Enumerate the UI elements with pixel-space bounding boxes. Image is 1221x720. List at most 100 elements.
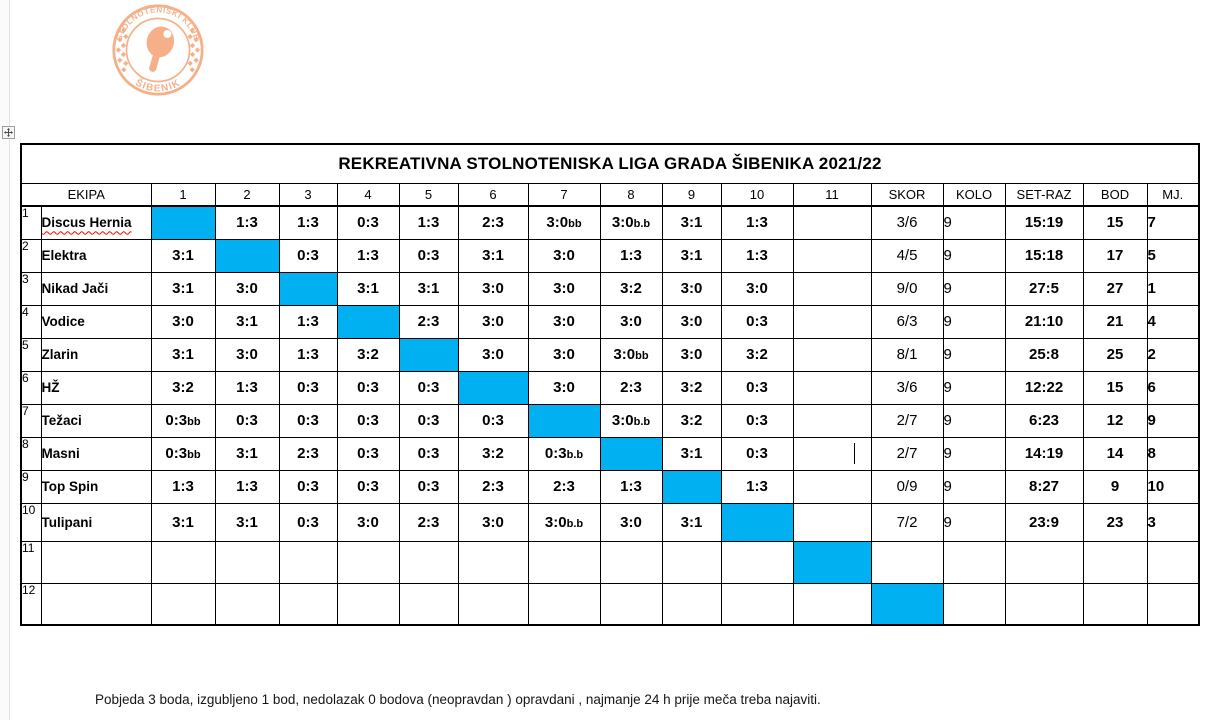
score-cell[interactable] xyxy=(792,271,872,306)
score-cell[interactable]: 1:3 xyxy=(720,469,794,504)
score-cell[interactable] xyxy=(792,469,872,504)
team-name-cell[interactable]: HŽ xyxy=(40,370,152,405)
diagonal-cell[interactable] xyxy=(457,370,529,405)
score-cell[interactable]: 3:0b.b xyxy=(599,205,663,240)
setraz-cell[interactable]: 23:9 xyxy=(1004,502,1084,542)
score-cell[interactable]: 3:1 xyxy=(661,238,722,273)
score-cell[interactable]: 0:3 xyxy=(398,436,459,471)
diagonal-cell[interactable] xyxy=(527,403,601,438)
score-cell[interactable]: 0:3 xyxy=(336,469,400,504)
skor-cell[interactable]: 0/9 xyxy=(870,469,944,504)
row-number[interactable]: 2 xyxy=(20,238,42,273)
row-number[interactable]: 3 xyxy=(20,271,42,306)
setraz-cell[interactable]: 15:19 xyxy=(1004,205,1084,240)
score-cell[interactable]: 2:3 xyxy=(457,205,529,240)
score-cell[interactable] xyxy=(792,582,872,626)
bod-cell[interactable] xyxy=(1082,582,1148,626)
score-cell[interactable]: 0:3 xyxy=(720,403,794,438)
row-number[interactable]: 12 xyxy=(20,582,42,626)
score-cell[interactable]: 3:0bb xyxy=(527,205,601,240)
score-cell[interactable]: 0:3 xyxy=(278,370,338,405)
score-cell[interactable] xyxy=(527,582,601,626)
score-cell[interactable]: 0:3b.b xyxy=(527,436,601,471)
score-cell[interactable] xyxy=(398,582,459,626)
score-cell[interactable]: 3:0 xyxy=(661,271,722,306)
mj-cell[interactable]: 8 xyxy=(1146,436,1200,471)
diagonal-cell[interactable] xyxy=(599,436,663,471)
score-cell[interactable]: 1:3 xyxy=(720,238,794,273)
skor-cell[interactable]: 2/7 xyxy=(870,436,944,471)
score-cell[interactable]: 3:1 xyxy=(457,238,529,273)
team-name-cell[interactable]: Zlarin xyxy=(40,337,152,372)
skor-cell[interactable]: 7/2 xyxy=(870,502,944,542)
skor-cell[interactable]: 9/0 xyxy=(870,271,944,306)
setraz-cell[interactable]: 27:5 xyxy=(1004,271,1084,306)
score-cell[interactable]: 0:3 xyxy=(398,370,459,405)
score-cell[interactable]: 0:3bb xyxy=(150,436,216,471)
score-cell[interactable]: 0:3 xyxy=(214,403,280,438)
row-number[interactable]: 1 xyxy=(20,205,42,240)
score-cell[interactable] xyxy=(792,436,872,471)
diagonal-cell[interactable] xyxy=(398,337,459,372)
score-cell[interactable]: 3:0 xyxy=(457,271,529,306)
score-cell[interactable]: 3:1 xyxy=(150,337,216,372)
row-number[interactable]: 5 xyxy=(20,337,42,372)
score-cell[interactable]: 3:0 xyxy=(457,502,529,542)
score-cell[interactable] xyxy=(792,337,872,372)
kolo-cell[interactable]: 9 xyxy=(942,469,1006,504)
score-cell[interactable]: 3:1 xyxy=(661,502,722,542)
score-cell[interactable] xyxy=(661,582,722,626)
score-cell[interactable]: 3:2 xyxy=(661,403,722,438)
kolo-cell[interactable]: 9 xyxy=(942,337,1006,372)
setraz-cell[interactable] xyxy=(1004,540,1084,584)
mj-cell[interactable]: 9 xyxy=(1146,403,1200,438)
row-number[interactable]: 6 xyxy=(20,370,42,405)
score-cell[interactable]: 0:3 xyxy=(336,370,400,405)
score-cell[interactable]: 3:2 xyxy=(457,436,529,471)
score-cell[interactable]: 1:3 xyxy=(278,337,338,372)
score-cell[interactable] xyxy=(792,370,872,405)
mj-cell[interactable]: 7 xyxy=(1146,205,1200,240)
bod-cell[interactable]: 27 xyxy=(1082,271,1148,306)
score-cell[interactable]: 3:0bb xyxy=(599,337,663,372)
score-cell[interactable]: 3:1 xyxy=(150,502,216,542)
score-cell[interactable]: 0:3 xyxy=(398,469,459,504)
team-name-cell[interactable]: Vodice xyxy=(40,304,152,339)
diagonal-cell[interactable] xyxy=(720,502,794,542)
score-cell[interactable]: 3:0 xyxy=(661,337,722,372)
kolo-cell[interactable]: 9 xyxy=(942,205,1006,240)
skor-cell[interactable] xyxy=(870,540,944,584)
bod-cell[interactable]: 14 xyxy=(1082,436,1148,471)
score-cell[interactable]: 0:3 xyxy=(457,403,529,438)
diagonal-cell[interactable] xyxy=(792,540,872,584)
score-cell[interactable]: 3:1 xyxy=(150,271,216,306)
score-cell[interactable]: 0:3 xyxy=(720,370,794,405)
bod-cell[interactable]: 21 xyxy=(1082,304,1148,339)
score-cell[interactable]: 3:0 xyxy=(150,304,216,339)
skor-cell[interactable]: 6/3 xyxy=(870,304,944,339)
kolo-cell[interactable]: 9 xyxy=(942,304,1006,339)
score-cell[interactable]: 2:3 xyxy=(457,469,529,504)
score-cell[interactable]: 1:3 xyxy=(150,469,216,504)
score-cell[interactable]: 0:3 xyxy=(720,436,794,471)
score-cell[interactable] xyxy=(150,582,216,626)
score-cell[interactable]: 3:0 xyxy=(661,304,722,339)
score-cell[interactable] xyxy=(720,582,794,626)
score-cell[interactable] xyxy=(214,582,280,626)
mj-cell[interactable]: 4 xyxy=(1146,304,1200,339)
score-cell[interactable]: 3:1 xyxy=(336,271,400,306)
score-cell[interactable]: 0:3 xyxy=(720,304,794,339)
bod-cell[interactable]: 23 xyxy=(1082,502,1148,542)
score-cell[interactable]: 3:1 xyxy=(214,304,280,339)
score-cell[interactable]: 0:3 xyxy=(336,436,400,471)
score-cell[interactable]: 3:0b.b xyxy=(527,502,601,542)
diagonal-cell[interactable] xyxy=(278,271,338,306)
score-cell[interactable]: 3:2 xyxy=(336,337,400,372)
score-cell[interactable]: 2:3 xyxy=(398,304,459,339)
score-cell[interactable] xyxy=(599,582,663,626)
score-cell[interactable] xyxy=(527,540,601,584)
score-cell[interactable]: 2:3 xyxy=(398,502,459,542)
mj-cell[interactable] xyxy=(1146,582,1200,626)
row-number[interactable]: 11 xyxy=(20,540,42,584)
score-cell[interactable]: 2:3 xyxy=(278,436,338,471)
